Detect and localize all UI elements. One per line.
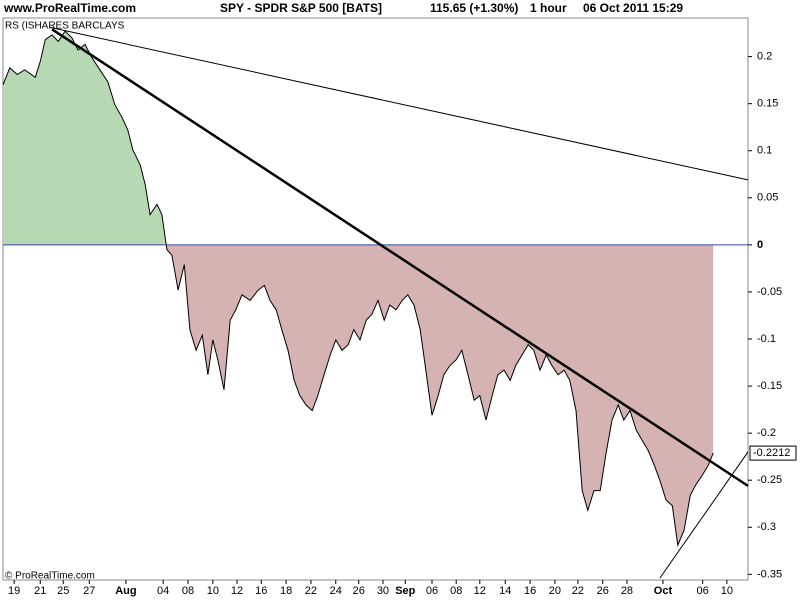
- x-tick-label: 18: [280, 585, 292, 597]
- x-tick-label: 06: [697, 585, 709, 597]
- x-tick-label: 26: [353, 585, 365, 597]
- y-tick-label: -0.2: [757, 427, 776, 439]
- x-tick-label: Aug: [115, 585, 136, 597]
- plot-layer: [2, 30, 714, 548]
- area-negative: [166, 244, 714, 546]
- x-tick-label: 10: [207, 585, 219, 597]
- last-value-label: -0.2212: [753, 447, 790, 459]
- instrument: SPY - SPDR S&P 500 [BATS]: [220, 1, 382, 15]
- x-tick-label: 26: [597, 585, 609, 597]
- x-tick-label: 12: [474, 585, 486, 597]
- x-tick-label: Sep: [395, 585, 415, 597]
- price: 115.65 (+1.30%): [430, 1, 518, 15]
- x-tick-label: 10: [721, 585, 733, 597]
- y-tick-label: -0.35: [757, 568, 782, 580]
- y-tick-label: -0.15: [757, 380, 782, 392]
- x-tick-label: 20: [549, 585, 561, 597]
- interval: 1 hour: [530, 1, 567, 15]
- y-tick-label: 0.2: [757, 51, 772, 63]
- trendline: [51, 28, 749, 487]
- x-tick-label: 08: [450, 585, 462, 597]
- area-positive: [3, 31, 714, 245]
- x-tick-label: 19: [8, 585, 20, 597]
- x-tick-label: 16: [255, 585, 267, 597]
- y-tick-label: -0.05: [757, 286, 782, 298]
- x-tick-label: 27: [83, 585, 95, 597]
- copyright: © ProRealTime.com: [5, 571, 95, 582]
- x-tick-label: 14: [499, 585, 511, 597]
- y-tick-label: -0.3: [757, 521, 776, 533]
- x-tick-label: 16: [524, 585, 536, 597]
- series-line: [2, 30, 714, 548]
- x-tick-label: 24: [330, 585, 342, 597]
- y-tick-label: -0.1: [757, 333, 776, 345]
- x-tick-label: 21: [34, 585, 46, 597]
- trendline: [659, 451, 749, 579]
- x-tick-label: 22: [572, 585, 584, 597]
- y-tick-label: 0: [757, 239, 763, 251]
- timestamp: 06 Oct 2011 15:29: [583, 1, 683, 15]
- plot-frame: [2, 17, 749, 581]
- x-tick-label: 22: [305, 585, 317, 597]
- x-tick-label: 25: [57, 585, 69, 597]
- y-tick-label: 0.15: [757, 98, 778, 110]
- site-name[interactable]: www.ProRealTime.com: [3, 1, 136, 15]
- x-tick-label: 12: [231, 585, 243, 597]
- x-tick-label: Oct: [654, 585, 673, 597]
- y-tick-label: -0.25: [757, 474, 782, 486]
- x-tick-label: 04: [157, 585, 169, 597]
- x-tick-label: 06: [426, 585, 438, 597]
- y-tick-label: 0.05: [757, 192, 778, 204]
- last-value-box: [749, 445, 797, 461]
- indicator-label: RS (ISHARES BARCLAYS: [5, 21, 125, 32]
- y-tick-label: 0.1: [757, 145, 772, 157]
- trendline: [50, 26, 749, 181]
- x-tick-label: 08: [182, 585, 194, 597]
- x-tick-label: 28: [621, 585, 633, 597]
- x-tick-label: 30: [377, 585, 389, 597]
